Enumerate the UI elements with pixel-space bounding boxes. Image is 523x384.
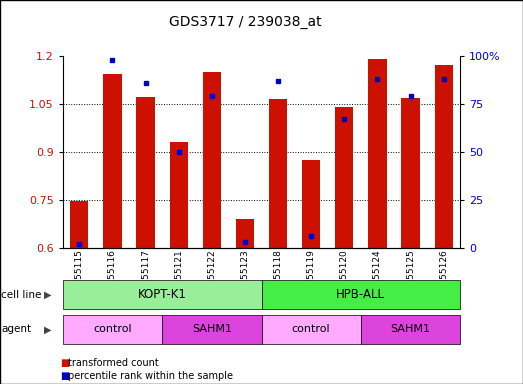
Text: ■: ■ [60, 358, 70, 368]
Text: GDS3717 / 239038_at: GDS3717 / 239038_at [169, 15, 322, 29]
Text: HPB-ALL: HPB-ALL [336, 288, 385, 301]
Bar [269, 99, 287, 248]
Bar [302, 160, 320, 248]
Bar [402, 98, 419, 248]
Text: transformed count: transformed count [68, 358, 159, 368]
Text: SAHM1: SAHM1 [192, 324, 232, 334]
Bar [435, 65, 453, 248]
Text: ▶: ▶ [44, 290, 52, 300]
Bar [137, 97, 155, 248]
Bar [169, 142, 188, 248]
Text: agent: agent [1, 324, 31, 334]
Bar [335, 107, 354, 248]
Text: cell line: cell line [1, 290, 41, 300]
Text: ▶: ▶ [44, 324, 52, 334]
Bar [104, 74, 121, 248]
Bar [368, 59, 386, 248]
Text: control: control [292, 324, 331, 334]
Bar [236, 219, 254, 248]
Text: control: control [93, 324, 132, 334]
Text: percentile rank within the sample: percentile rank within the sample [68, 371, 233, 381]
Text: KOPT-K1: KOPT-K1 [138, 288, 187, 301]
Text: SAHM1: SAHM1 [391, 324, 430, 334]
Bar [203, 72, 221, 248]
Text: ■: ■ [60, 371, 70, 381]
Bar [70, 201, 88, 248]
